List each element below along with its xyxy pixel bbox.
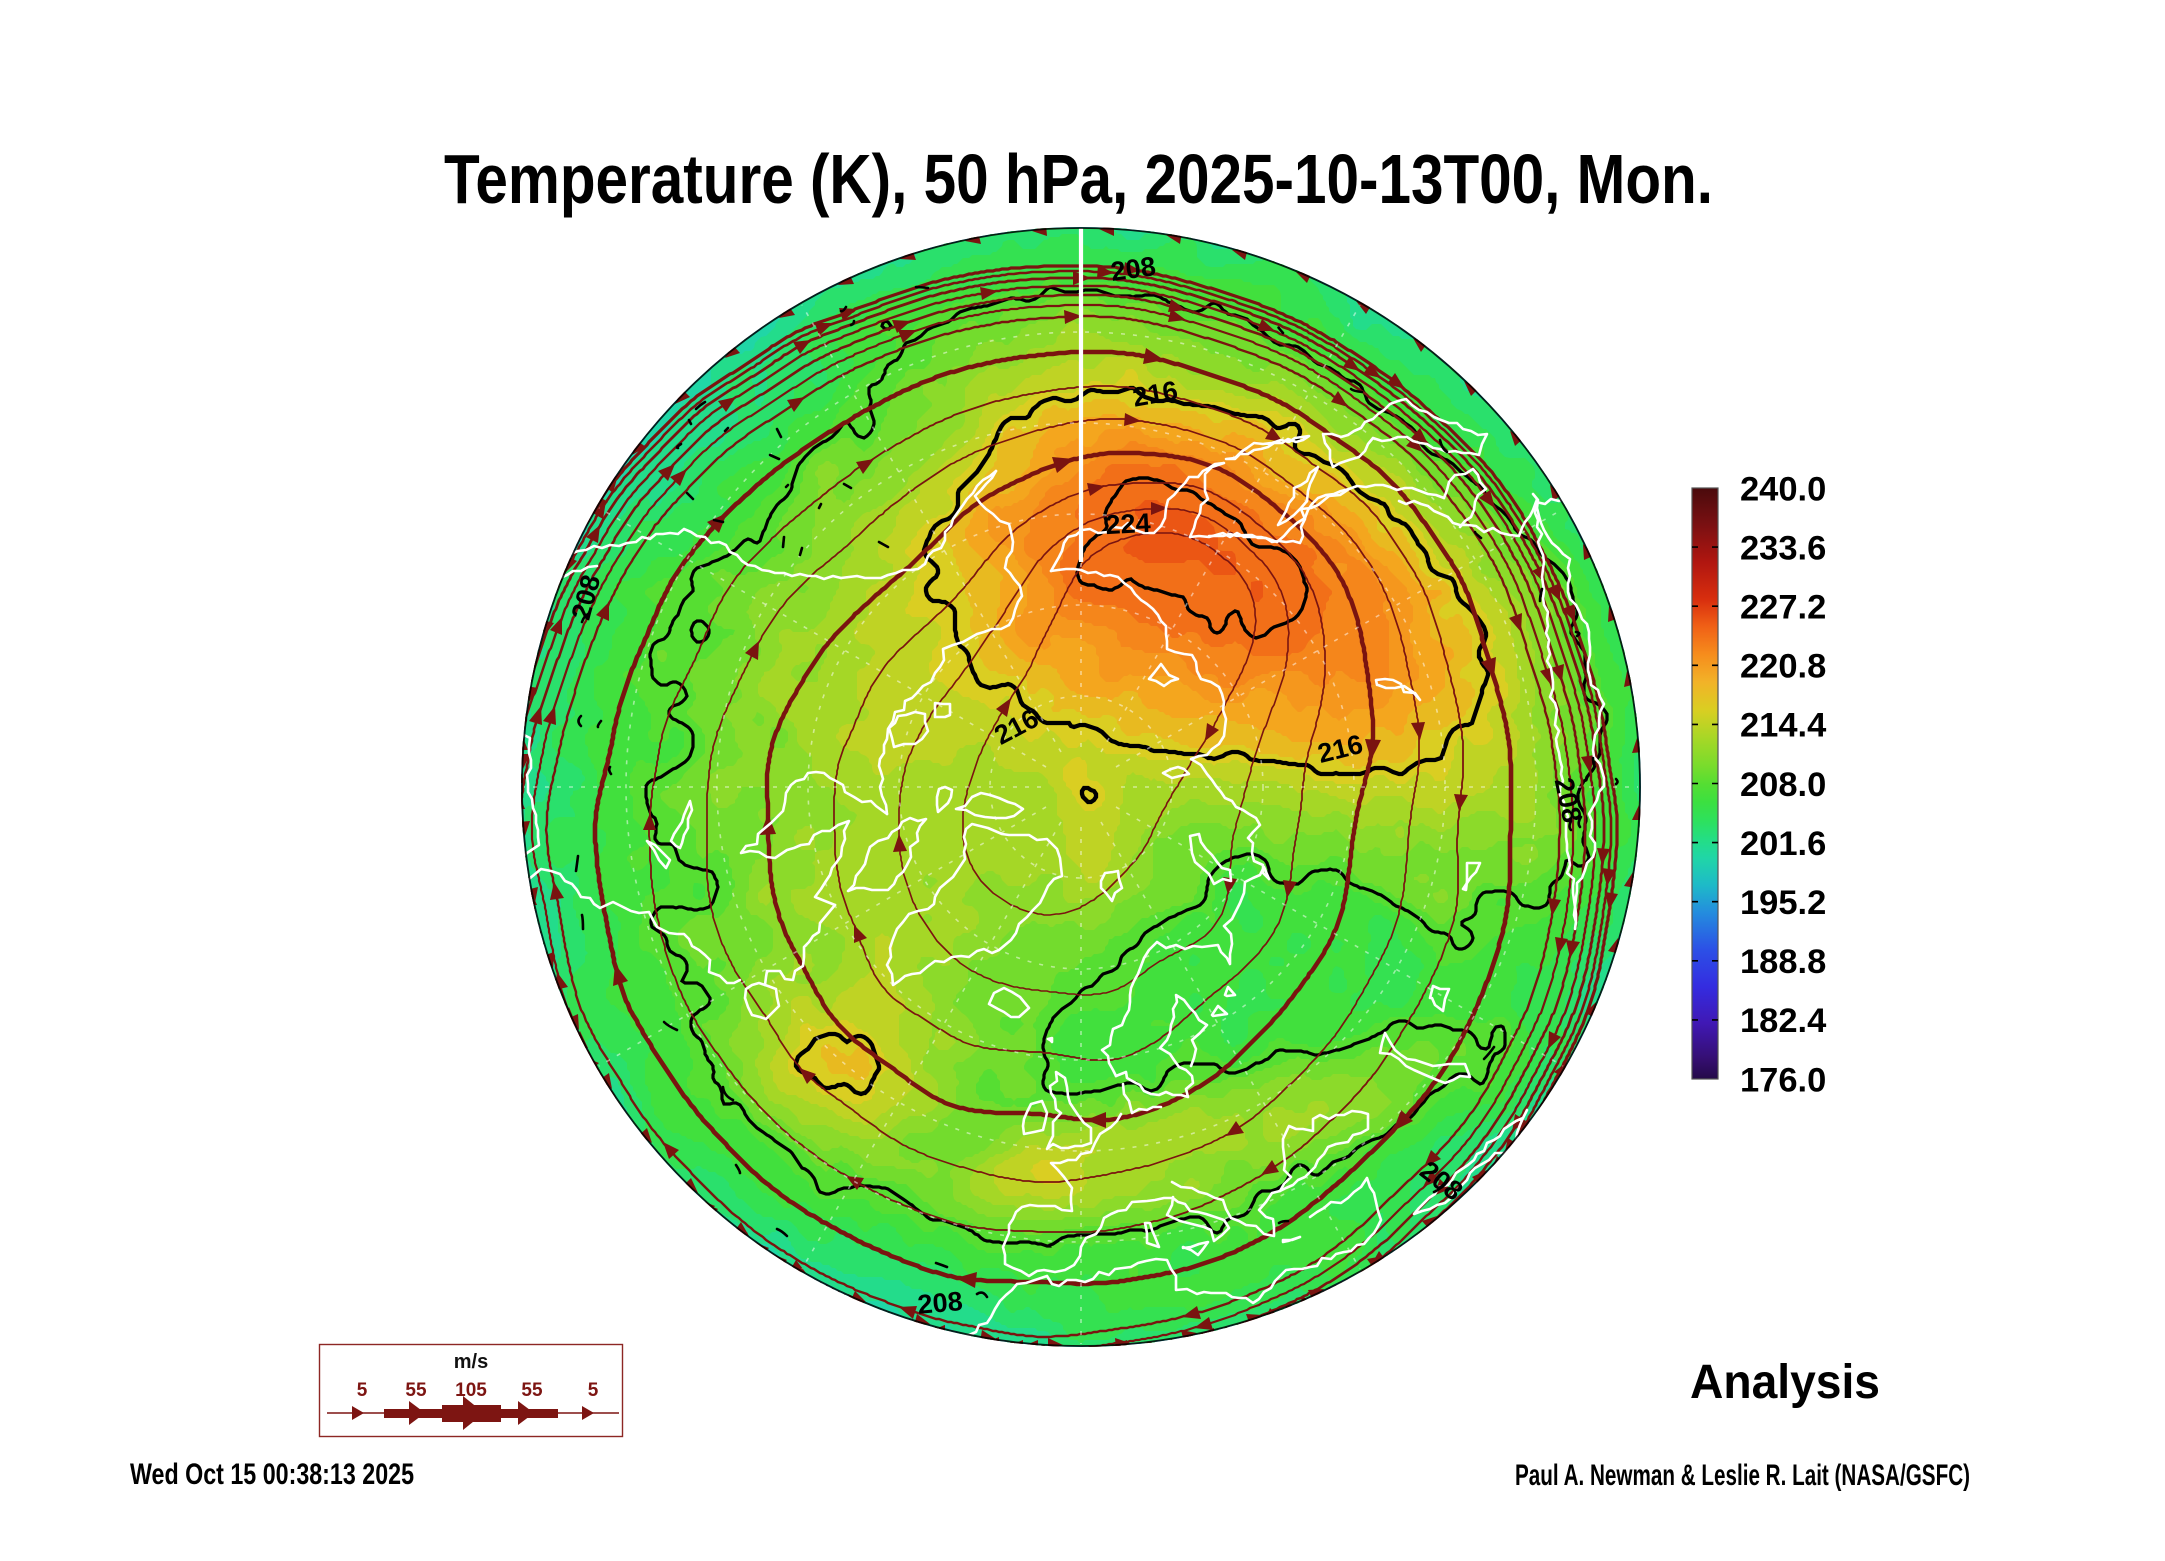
svg-text:105: 105: [455, 1380, 487, 1401]
svg-text:227.2: 227.2: [1740, 589, 1826, 627]
svg-text:240.0: 240.0: [1740, 470, 1826, 508]
svg-text:55: 55: [405, 1380, 427, 1401]
svg-text:188.8: 188.8: [1740, 943, 1826, 981]
svg-text:m/s: m/s: [454, 1351, 488, 1373]
svg-text:224: 224: [1105, 508, 1152, 540]
svg-text:208.0: 208.0: [1740, 766, 1826, 804]
svg-text:176.0: 176.0: [1740, 1061, 1826, 1099]
svg-text:Wed Oct 15 00:38:13 2025: Wed Oct 15 00:38:13 2025: [130, 1458, 414, 1491]
svg-text:208: 208: [1109, 251, 1158, 287]
svg-text:Analysis: Analysis: [1690, 1356, 1880, 1409]
svg-text:182.4: 182.4: [1740, 1002, 1826, 1040]
svg-text:214.4: 214.4: [1740, 707, 1826, 745]
svg-text:208: 208: [916, 1286, 964, 1320]
svg-text:233.6: 233.6: [1740, 529, 1826, 567]
svg-text:5: 5: [588, 1380, 599, 1401]
svg-text:Temperature (K), 50 hPa, 2025-: Temperature (K), 50 hPa, 2025-10-13T00, …: [444, 140, 1713, 218]
svg-text:220.8: 220.8: [1740, 648, 1826, 686]
svg-text:195.2: 195.2: [1740, 884, 1826, 922]
svg-text:201.6: 201.6: [1740, 825, 1826, 863]
svg-text:5: 5: [357, 1380, 368, 1401]
svg-text:55: 55: [521, 1380, 543, 1401]
svg-text:Paul A. Newman & Leslie R. Lai: Paul A. Newman & Leslie R. Lait (NASA/GS…: [1515, 1459, 1970, 1492]
